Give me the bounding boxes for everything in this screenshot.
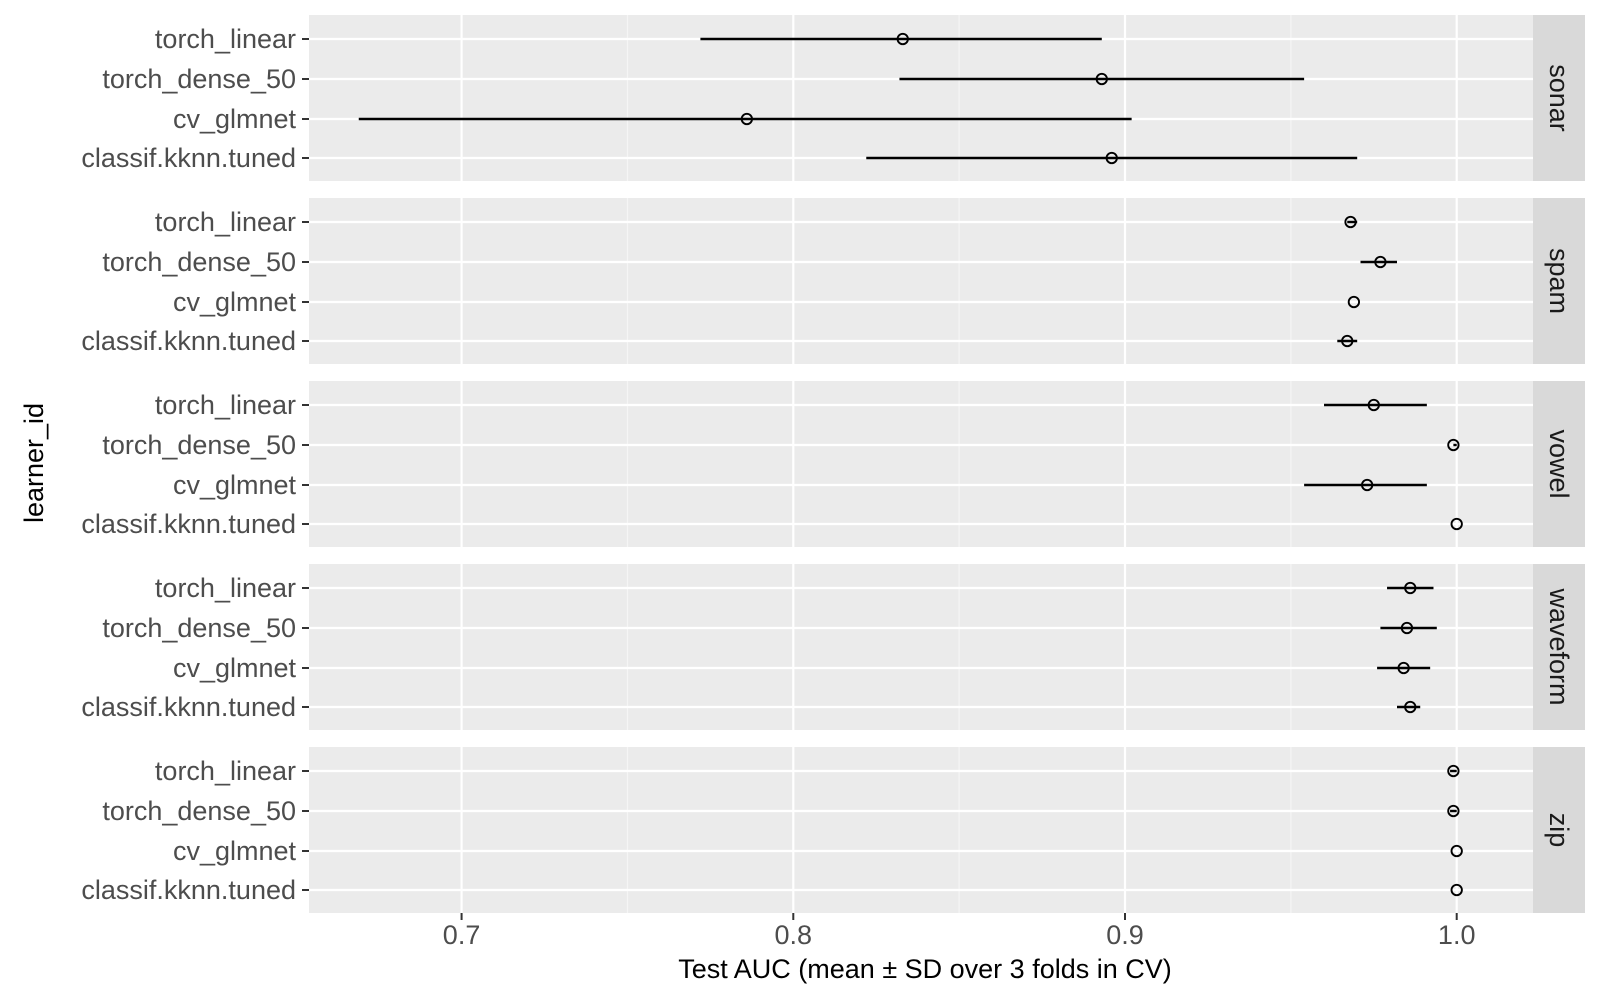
y-tick-label: cv_glmnet [173,287,297,317]
y-tick-label: classif.kknn.tuned [81,692,296,722]
mean-point [1344,215,1357,229]
y-tick-label: classif.kknn.tuned [81,875,296,905]
mean-point [740,112,754,126]
panel-background [309,15,1533,181]
facet-strip-label: sonar [1544,64,1574,132]
facet-strip-label: vowel [1544,429,1574,498]
panel-background [309,564,1533,730]
y-tick-label: torch_dense_50 [102,796,296,826]
facet-strip [1533,15,1585,181]
facet-panel-sonar: sonar torch_linear torch_dense_50 cv_glmnet… [81,15,1585,181]
mean-point [1450,517,1463,531]
mean-point [1347,295,1361,309]
panel-background [309,747,1533,913]
facet-strip [1533,198,1585,364]
panels-layer: sonar torch_linear torch_dense_50 cv_glmnet… [81,15,1585,913]
mean-point [1404,700,1417,714]
x-tick-label: 1.0 [1438,920,1476,950]
mean-point [1400,621,1414,635]
facet-panel-vowel: vowel torch_linear torch_dense_50 cv_glmnet… [81,381,1585,547]
mean-point [1105,151,1118,165]
y-axis-title: learner_id [19,403,49,523]
y-tick-label: cv_glmnet [173,836,297,866]
y-tick-label: torch_dense_50 [102,613,296,643]
y-tick-label: torch_linear [155,207,296,237]
x-tick-label: 0.8 [775,920,813,950]
y-tick-label: torch_dense_50 [102,430,296,460]
mean-point [1374,255,1387,269]
mean-point [1341,334,1354,348]
mean-point [896,32,909,46]
y-tick-label: cv_glmnet [173,470,297,500]
x-axis: 0.7 0.8 0.9 1.0 [443,913,1476,950]
y-tick-label: torch_dense_50 [102,247,296,277]
mean-point [1447,804,1460,818]
panel-background [309,381,1533,547]
facet-strip [1533,747,1585,913]
facet-strip [1533,564,1585,730]
y-tick-label: torch_linear [155,390,296,420]
y-tick-label: torch_linear [155,756,296,786]
mean-point [1397,661,1410,675]
y-tick-label: torch_linear [155,573,296,603]
facet-panel-zip: zip torch_linear torch_dense_50 cv_glmnetcl… [81,747,1585,913]
mean-point [1450,844,1463,858]
facet-strip [1533,381,1585,547]
facet-strip-label: waveform [1544,587,1574,705]
facet-panel-waveform: waveform torch_linear torch_dense_50 cv_glm… [81,564,1585,730]
x-tick-label: 0.9 [1106,920,1144,950]
facet-strip-label: zip [1544,813,1574,848]
mean-point [1447,438,1460,452]
y-tick-label: classif.kknn.tuned [81,326,296,356]
x-axis-title: Test AUC (mean ± SD over 3 folds in CV) [678,954,1172,984]
y-tick-label: torch_dense_50 [102,64,296,94]
x-tick-label: 0.7 [443,920,481,950]
facet-strip-label: spam [1544,248,1574,314]
y-tick-label: cv_glmnet [173,653,297,683]
facet-panel-spam: spam torch_linear torch_dense_50 cv_glmnetc… [81,198,1585,364]
mean-point [1447,764,1460,778]
mean-point [1367,398,1380,412]
mean-point [1404,581,1417,595]
y-tick-label: cv_glmnet [173,104,297,134]
mean-point [1360,478,1374,492]
mean-point [1450,883,1463,897]
y-tick-label: torch_linear [155,24,296,54]
y-tick-label: classif.kknn.tuned [81,509,296,539]
panel-background [309,198,1533,364]
y-tick-label: classif.kknn.tuned [81,143,296,173]
mean-point [1095,72,1108,86]
